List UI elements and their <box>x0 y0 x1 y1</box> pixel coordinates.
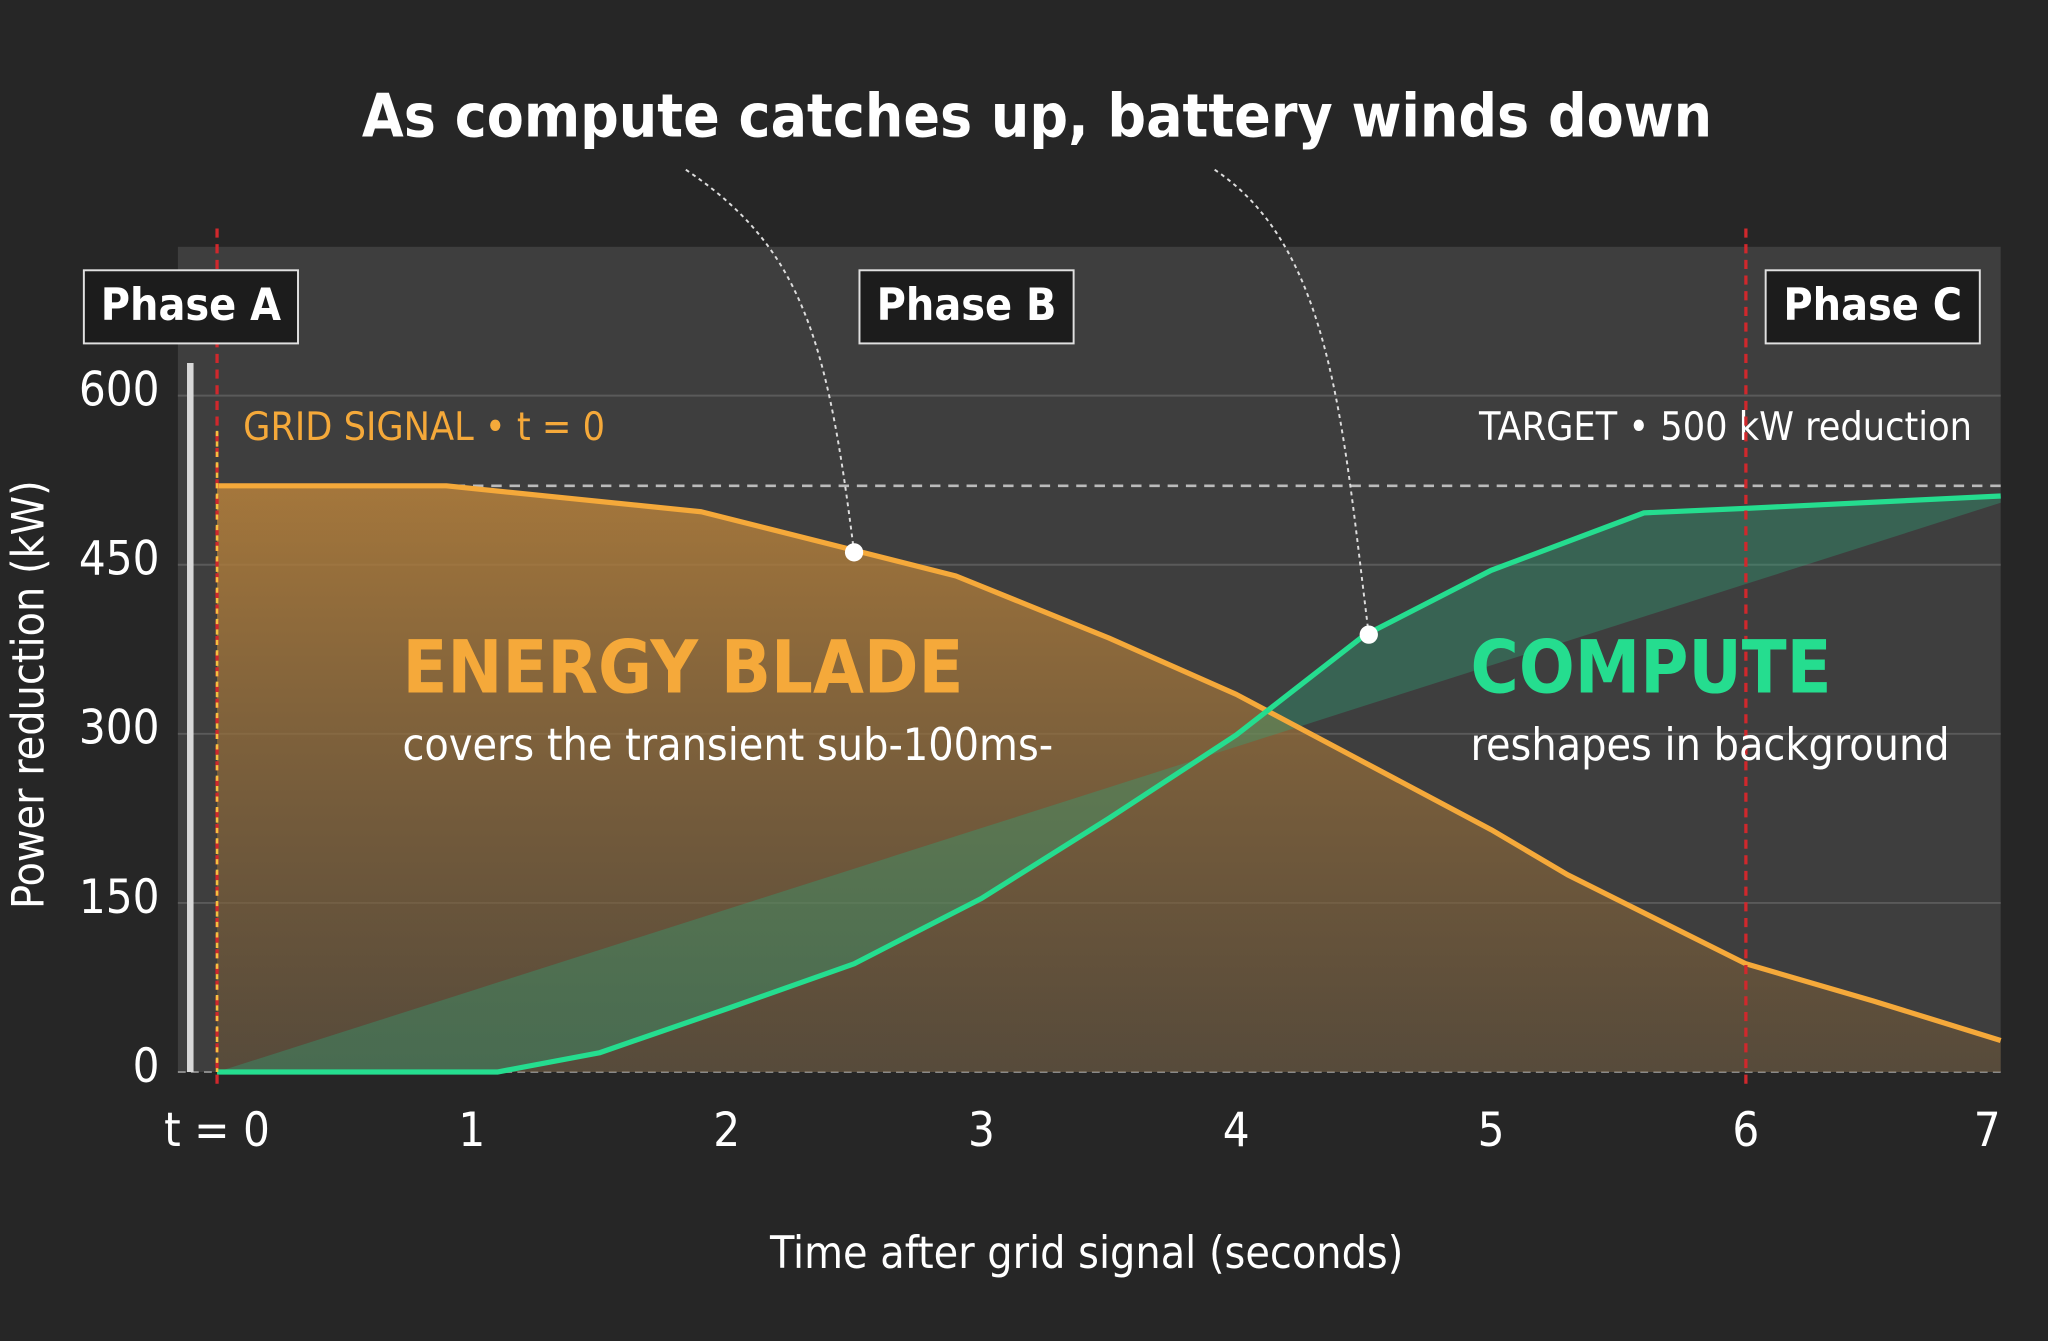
x-tick-label: 3 <box>968 1103 995 1158</box>
annotation-connector <box>685 168 856 553</box>
y-axis-label: Power reduction (kW) <box>4 480 55 909</box>
plot: 0 150 300 450 600 t = 0 1 2 3 4 5 6 7 TARGET • 500 kW… <box>79 168 2002 1158</box>
target-label: TARGET • 500 kW reduction <box>1478 405 1972 450</box>
series-line <box>217 483 2002 1043</box>
series-description: covers the transient sub-100ms- <box>402 720 1053 771</box>
y-tick-label: 0 <box>133 1039 160 1094</box>
annotation-dot <box>1359 625 1378 644</box>
annotation-connector <box>1214 168 1370 635</box>
x-tick-label: 2 <box>713 1103 740 1158</box>
area-fill <box>217 485 2001 1073</box>
x-axis-label: Time after grid signal (seconds) <box>769 1228 1403 1279</box>
annotation-dot <box>844 543 864 562</box>
signal-label: GRID SIGNAL • t = 0 <box>243 405 605 450</box>
phase-box <box>1764 269 1981 345</box>
chart-title: As compute catches up, battery winds dow… <box>362 82 1712 152</box>
x-tick-label: 4 <box>1223 1103 1250 1158</box>
y-tick-label: 600 <box>79 363 160 418</box>
x-tick-label: 5 <box>1478 1103 1505 1158</box>
phase-label: Phase B <box>877 280 1057 331</box>
series-name: ENERGY BLADE <box>402 625 963 710</box>
x-tick-label: 6 <box>1732 1103 1759 1158</box>
series-name: COMPUTE <box>1471 625 1832 710</box>
ramp-band <box>217 495 2001 1073</box>
phase-label: Phase A <box>101 280 281 331</box>
y-tick-label: 450 <box>79 532 160 587</box>
phase-label: Phase C <box>1783 280 1962 331</box>
y-tick-label: 150 <box>79 870 160 925</box>
phase-box <box>858 269 1075 345</box>
y-tick-label: 300 <box>79 701 160 756</box>
phase-box <box>82 269 299 345</box>
series-line <box>217 493 2001 1075</box>
x-tick-label: 1 <box>458 1103 485 1158</box>
x-tick-label: 7 <box>1974 1103 2001 1158</box>
series-description: reshapes in background <box>1471 720 1950 771</box>
x-tick-label: t = 0 <box>164 1103 270 1158</box>
y-axis-line <box>187 362 194 1073</box>
